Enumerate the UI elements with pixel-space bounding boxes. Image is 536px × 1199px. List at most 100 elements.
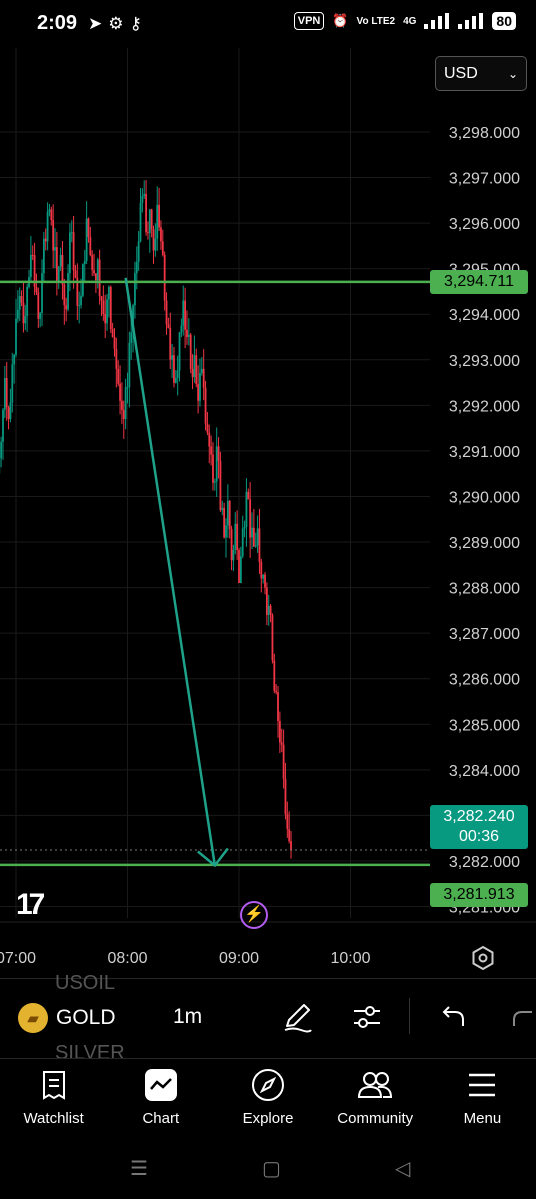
candle-body [41, 273, 43, 313]
candle-body [7, 407, 10, 420]
price-tick-label: 3,287.000 [449, 626, 520, 643]
candle-body [121, 400, 123, 410]
candle-body [57, 266, 60, 283]
prev-symbol[interactable]: USOIL [55, 972, 116, 994]
candle-body [184, 300, 187, 330]
back-icon[interactable]: ◁ [395, 1158, 411, 1180]
chart-settings-icon[interactable] [470, 945, 496, 971]
candle-body [42, 238, 45, 274]
candle-body [113, 337, 116, 349]
status-time: 2:09 [37, 12, 78, 34]
candle-body [247, 491, 250, 500]
candle-body [37, 292, 40, 319]
candle-body [243, 527, 246, 529]
candle-body [24, 316, 27, 324]
nav-community[interactable]: Community [322, 1059, 429, 1139]
candle-body [280, 742, 283, 745]
candle-body [15, 318, 17, 355]
candle-body [167, 324, 170, 328]
price-tick-label: 3,290.000 [449, 489, 520, 506]
alarm-icon: ⏰ [332, 13, 349, 28]
price-tick-label: 3,289.000 [449, 535, 520, 552]
candle-body [109, 286, 112, 330]
nav-label: Community [337, 1110, 414, 1127]
candle-body [150, 209, 153, 230]
menu-icon [464, 1067, 500, 1103]
candle-body [93, 270, 95, 274]
status-bar: 2:09 ➤⚙⚷ VPN ⏰ Vo LTE2 4G 80 [0, 0, 536, 48]
candle-body [262, 574, 265, 579]
candle-body [83, 260, 86, 265]
notification-icons: ➤⚙⚷ [88, 14, 148, 34]
candle-body [106, 299, 108, 324]
currency-value: USD [444, 64, 478, 82]
time-tick-label: 10:00 [330, 950, 370, 967]
candle-body [117, 368, 120, 384]
system-nav-bar: ☰ ▢ ◁ [0, 1140, 536, 1199]
candle-body [202, 368, 205, 388]
candle-body [174, 378, 177, 383]
chart-icon [143, 1067, 179, 1103]
candle-body [176, 370, 179, 379]
line-price-label[interactable]: 3,294.711 [430, 269, 528, 294]
candle-body [191, 368, 194, 378]
tradingview-logo: 17 [16, 888, 45, 921]
candle-body [111, 329, 114, 338]
price-chart[interactable]: 3,298.0003,297.0003,296.0003,295.0003,29… [0, 48, 536, 978]
current-price-label: 3,282.240 00:36 [430, 805, 528, 850]
status-icons: VPN ⏰ Vo LTE2 4G 80 [293, 12, 516, 30]
undo-icon[interactable] [435, 1000, 469, 1034]
interval-selector[interactable]: 1m [173, 1005, 203, 1028]
candle-body [189, 334, 192, 369]
candle-body [187, 334, 190, 338]
candle-body [215, 446, 218, 482]
indicators-icon[interactable] [350, 1000, 384, 1034]
nav-chart[interactable]: Chart [107, 1059, 214, 1139]
price-tick-label: 3,284.000 [449, 763, 520, 780]
candle-body [163, 254, 166, 301]
candle-body [260, 561, 263, 579]
candle-body [143, 193, 146, 196]
symbol-selector[interactable]: ▰ GOLD [18, 1003, 116, 1033]
candle-body [182, 300, 185, 326]
candle-body [158, 204, 160, 228]
nav-label: Chart [142, 1110, 180, 1127]
nav-explore[interactable]: Explore [214, 1059, 321, 1139]
candle-body [213, 481, 216, 483]
candle-body [44, 238, 47, 242]
candle-body [61, 255, 64, 285]
price-tick-label: 3,296.000 [449, 216, 520, 233]
price-tick-label: 3,298.000 [449, 125, 520, 142]
candle-body [239, 556, 242, 584]
price-tick-label: 3,293.000 [449, 353, 520, 370]
candle-body [119, 383, 121, 401]
network-label: Vo LTE2 [356, 15, 396, 27]
candle-body [18, 296, 21, 310]
candle-body [232, 549, 235, 561]
time-tick-label: 07:00 [0, 950, 36, 967]
arrow-head [197, 847, 229, 868]
candle-body [286, 814, 289, 830]
community-icon [357, 1067, 393, 1103]
home-icon[interactable]: ▢ [262, 1158, 281, 1180]
drawing-pencil-icon[interactable] [281, 1000, 315, 1034]
candle-body [169, 327, 172, 360]
candle-body [122, 409, 125, 420]
candle-body [193, 355, 196, 378]
nav-watchlist[interactable]: Watchlist [0, 1059, 107, 1139]
candle-body [78, 305, 81, 307]
candle-body [96, 259, 99, 281]
candle-body [238, 549, 240, 584]
candle-body [70, 232, 73, 234]
nav-menu[interactable]: Menu [429, 1059, 536, 1139]
currency-select[interactable]: USD ⌄ [435, 56, 527, 91]
candle-body [85, 218, 88, 261]
compass-icon [250, 1067, 286, 1103]
lightning-icon[interactable]: ⚡ [240, 901, 268, 929]
redo-icon[interactable] [510, 1000, 536, 1034]
line-price-label-2[interactable]: 3,281.913 [430, 882, 528, 907]
trend-arrow [124, 277, 229, 868]
recents-icon[interactable]: ☰ [130, 1158, 148, 1180]
candle-body [5, 378, 8, 408]
candle-body [52, 219, 55, 251]
